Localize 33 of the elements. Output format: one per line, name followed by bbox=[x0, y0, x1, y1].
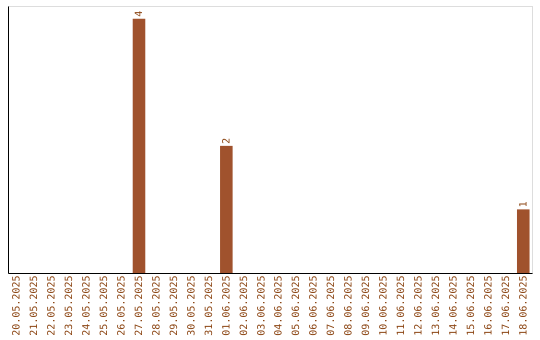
x-tick-label: 29.05.2025 bbox=[168, 276, 180, 336]
x-tick-label: 12.06.2025 bbox=[413, 276, 424, 336]
x-tick-label: 18.06.2025 bbox=[518, 276, 530, 336]
x-tick-label: 27.05.2025 bbox=[134, 276, 145, 336]
x-tick-label: 17.06.2025 bbox=[500, 276, 512, 336]
x-tick-label: 30.05.2025 bbox=[186, 276, 198, 336]
x-tick-label: 11.06.2025 bbox=[396, 276, 407, 336]
x-tick-label: 25.05.2025 bbox=[99, 276, 110, 336]
data-label: 4 bbox=[134, 10, 145, 17]
x-tick-label: 06.06.2025 bbox=[308, 276, 320, 336]
x-tick-label: 04.06.2025 bbox=[274, 276, 285, 336]
x-tick-label: 24.05.2025 bbox=[82, 276, 93, 336]
x-tick-label: 05.06.2025 bbox=[291, 276, 302, 336]
x-tick-label: 14.06.2025 bbox=[448, 276, 460, 336]
x-tick-label: 02.06.2025 bbox=[238, 276, 250, 336]
x-tick-label: 16.06.2025 bbox=[483, 276, 494, 336]
x-tick-label: 01.06.2025 bbox=[221, 276, 232, 336]
x-tick-label: 28.05.2025 bbox=[151, 276, 162, 336]
x-tick-label: 15.06.2025 bbox=[466, 276, 477, 336]
x-tick-label: 09.06.2025 bbox=[361, 276, 372, 336]
x-tick-label: 07.06.2025 bbox=[326, 276, 338, 336]
x-tick-label: 13.06.2025 bbox=[430, 276, 442, 336]
x-tick-label: 21.05.2025 bbox=[29, 276, 40, 336]
x-tick-label: 22.05.2025 bbox=[46, 276, 58, 336]
x-tick-label: 26.05.2025 bbox=[116, 276, 128, 336]
x-tick-label: 23.05.2025 bbox=[64, 276, 76, 336]
x-tick-label: 08.06.2025 bbox=[344, 276, 355, 336]
x-tick-label: 31.05.2025 bbox=[204, 276, 215, 336]
x-tick-label: 10.06.2025 bbox=[378, 276, 390, 336]
data-label: 1 bbox=[518, 201, 530, 208]
x-tick-label: 20.05.2025 bbox=[12, 276, 23, 336]
data-label: 2 bbox=[221, 138, 232, 144]
x-tick-label: 03.06.2025 bbox=[256, 276, 268, 336]
